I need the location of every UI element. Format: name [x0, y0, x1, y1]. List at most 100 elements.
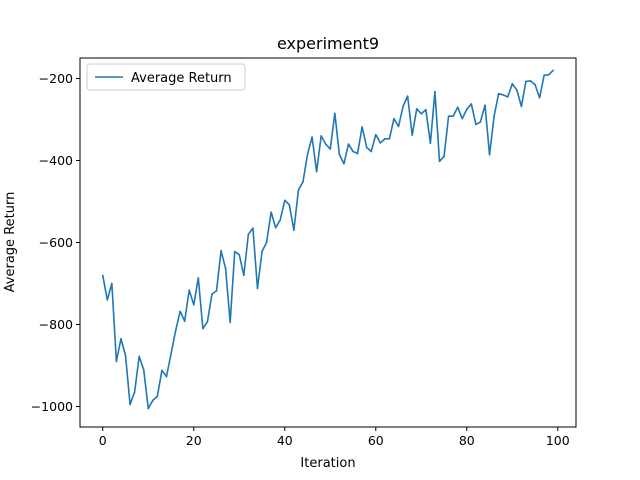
data-point — [315, 170, 318, 173]
data-point — [224, 267, 227, 270]
data-point — [256, 287, 259, 290]
data-point — [229, 321, 231, 324]
data-point — [206, 320, 209, 323]
x-tick-label: 100 — [546, 433, 570, 448]
data-point — [270, 211, 272, 213]
data-point — [288, 203, 291, 206]
data-point — [347, 143, 350, 145]
data-point — [192, 304, 195, 306]
data-point — [406, 95, 409, 97]
x-tick-label: 40 — [277, 433, 293, 448]
data-point — [374, 133, 377, 136]
data-point — [484, 104, 486, 106]
data-point — [343, 162, 345, 165]
data-point — [488, 153, 491, 156]
data-point — [261, 250, 263, 253]
data-point — [456, 106, 459, 108]
data-point — [379, 142, 382, 144]
data-point — [356, 152, 359, 155]
data-point — [265, 241, 268, 244]
data-point — [529, 80, 532, 82]
data-point — [124, 354, 127, 357]
data-point — [429, 142, 432, 145]
data-point — [534, 83, 536, 86]
data-point — [302, 181, 304, 183]
data-point — [502, 94, 504, 96]
data-point — [443, 155, 445, 158]
data-point — [138, 355, 140, 358]
data-point — [338, 153, 341, 156]
data-point — [170, 353, 172, 355]
data-point — [165, 375, 168, 378]
data-point — [393, 117, 395, 120]
data-point — [434, 90, 436, 93]
x-tick-label: 20 — [186, 433, 202, 448]
data-point — [161, 369, 163, 372]
data-point — [420, 112, 423, 115]
data-point — [293, 229, 295, 231]
data-point — [142, 368, 145, 371]
data-point — [365, 146, 368, 149]
data-point — [543, 74, 545, 77]
data-point — [279, 219, 282, 221]
data-point — [388, 137, 391, 140]
data-point — [324, 143, 327, 145]
data-point — [197, 276, 200, 279]
legend: Average Return — [86, 63, 246, 91]
data-point — [179, 310, 181, 313]
data-point — [147, 407, 150, 410]
y-tick-label: −800 — [39, 317, 73, 332]
data-point — [506, 96, 509, 98]
data-point — [274, 226, 277, 229]
legend-box — [86, 63, 246, 91]
data-point — [411, 134, 413, 136]
data-point — [101, 274, 104, 277]
data-point — [220, 249, 222, 252]
data-point — [111, 282, 113, 285]
data-point — [384, 137, 386, 140]
data-point — [397, 125, 400, 128]
data-point — [370, 150, 373, 153]
data-point — [252, 227, 254, 229]
data-point — [329, 148, 332, 150]
data-point — [334, 112, 336, 115]
data-point — [479, 121, 482, 123]
y-axis-label: Average Return — [3, 192, 18, 293]
data-point — [361, 126, 363, 128]
y-tick-label: −1000 — [31, 399, 73, 414]
x-tick-label: 0 — [99, 433, 107, 448]
data-point — [174, 330, 177, 332]
data-point — [538, 96, 541, 99]
data-point — [493, 115, 495, 118]
data-point — [438, 160, 441, 163]
data-point — [133, 391, 136, 393]
data-point — [311, 136, 313, 138]
series-line-average-return — [101, 69, 554, 410]
x-axis-label: Iteration — [300, 456, 355, 471]
data-point — [516, 89, 518, 91]
data-point — [283, 199, 286, 202]
data-point — [497, 92, 500, 95]
x-tick-label: 60 — [368, 433, 384, 448]
data-point — [465, 108, 468, 111]
data-point — [475, 123, 477, 126]
data-point — [233, 250, 236, 253]
data-point — [188, 289, 191, 291]
data-point — [238, 254, 241, 256]
data-point — [415, 108, 418, 110]
y-tick-label: −600 — [39, 235, 73, 250]
data-point — [352, 150, 354, 153]
plot-area: 0 20 40 60 80 100 −1000 −800 −600 −400 −200 — [31, 57, 577, 448]
data-point — [461, 117, 464, 120]
data-point — [452, 115, 454, 118]
data-point — [120, 338, 122, 340]
data-point — [520, 105, 523, 108]
data-point — [297, 189, 300, 191]
data-point — [215, 290, 218, 292]
legend-label: Average Return — [131, 71, 232, 86]
data-point — [470, 103, 473, 105]
data-point — [106, 299, 109, 301]
data-point — [425, 108, 427, 111]
data-point — [447, 115, 450, 118]
